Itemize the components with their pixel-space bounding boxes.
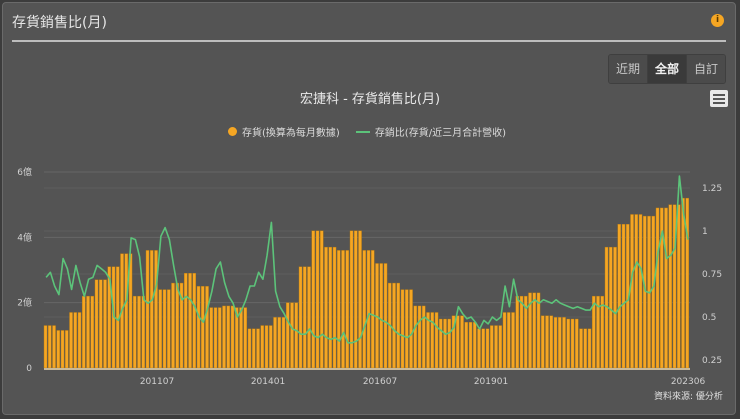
- svg-text:0.5: 0.5: [702, 313, 716, 323]
- data-source-label: 資料來源: 優分析: [654, 392, 723, 402]
- legend-inventory[interactable]: 存貨(換算為每月數據): [228, 124, 340, 139]
- title-divider: [12, 40, 726, 42]
- legend-inventory-label: 存貨(換算為每月數據): [242, 128, 340, 139]
- legend-ratio-label: 存銷比(存貨/近三月合計營收): [374, 128, 506, 139]
- legend-ratio[interactable]: 存銷比(存貨/近三月合計營收): [355, 124, 506, 139]
- chart-title: 宏捷科 - 存貨銷售比(月): [299, 92, 441, 107]
- svg-text:201401: 201401: [251, 377, 285, 387]
- svg-text:1.25: 1.25: [702, 184, 722, 194]
- range-selector: 近期 全部 自訂: [608, 54, 726, 84]
- svg-text:201901: 201901: [474, 377, 508, 387]
- svg-text:201107: 201107: [140, 377, 174, 387]
- svg-text:0.75: 0.75: [702, 270, 722, 280]
- svg-text:6億: 6億: [17, 166, 32, 178]
- ratio-line: [45, 175, 689, 344]
- svg-text:1: 1: [702, 227, 708, 237]
- range-custom-button[interactable]: 自訂: [687, 55, 725, 83]
- inventory-bars: [43, 197, 689, 369]
- info-icon[interactable]: i: [711, 14, 724, 27]
- range-all-button[interactable]: 全部: [648, 55, 687, 83]
- svg-text:2億: 2億: [17, 297, 32, 309]
- svg-text:0: 0: [26, 364, 32, 374]
- svg-text:202306: 202306: [671, 377, 706, 387]
- chart-legend: 存貨(換算為每月數據) 存銷比(存貨/近三月合計營收): [228, 124, 522, 139]
- svg-text:0.25: 0.25: [702, 356, 722, 366]
- svg-text:4億: 4億: [17, 231, 32, 243]
- circle-marker-icon: [228, 127, 237, 136]
- hamburger-menu-icon[interactable]: [710, 90, 728, 107]
- panel-title: 存貨銷售比(月): [12, 15, 107, 31]
- range-recent-button[interactable]: 近期: [609, 55, 648, 83]
- svg-text:201607: 201607: [363, 377, 397, 387]
- line-marker-icon: [355, 130, 370, 133]
